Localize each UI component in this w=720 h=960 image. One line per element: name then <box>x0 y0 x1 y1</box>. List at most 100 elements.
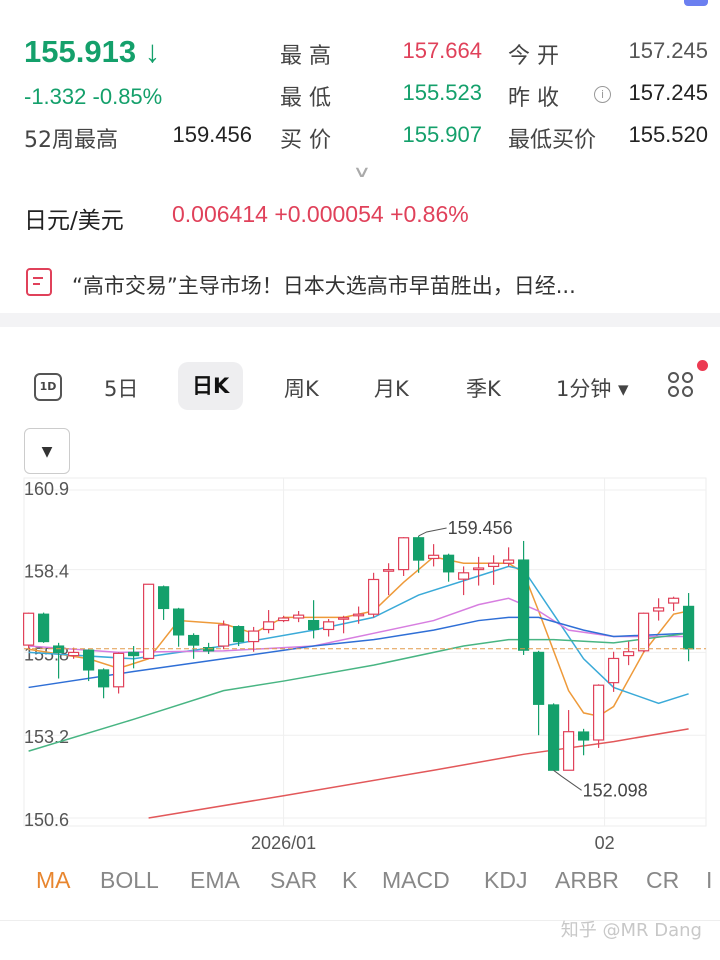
ma20-line <box>28 597 689 654</box>
candle <box>517 540 530 655</box>
candle-body <box>383 569 395 572</box>
change-value: -1.332 <box>24 84 87 109</box>
annotation-label: 152.098 <box>583 780 648 800</box>
candle-body <box>37 613 50 643</box>
tab-0[interactable]: 5日 <box>104 377 139 401</box>
candle <box>368 572 380 618</box>
candle-body <box>218 624 230 647</box>
candle <box>577 728 590 756</box>
candle <box>532 650 545 736</box>
stat-label: 最 高 <box>280 44 331 69</box>
cross-pair-label[interactable]: 日元/美元 <box>24 208 124 234</box>
indicator-ma[interactable]: MA <box>36 867 71 893</box>
divider <box>0 920 720 921</box>
candle <box>158 585 170 620</box>
y-tick-label: 150.6 <box>24 810 69 830</box>
candle-body <box>67 651 80 657</box>
chart-dropdown-button[interactable]: ▼ <box>24 428 70 474</box>
ma10-line <box>28 565 689 705</box>
down-arrow-icon: ↓ <box>144 34 161 69</box>
candle-body <box>562 731 575 771</box>
indicator-kdj[interactable]: KDJ <box>484 867 528 893</box>
candle <box>173 607 185 647</box>
candle <box>67 647 80 659</box>
tab-4[interactable]: 季K <box>466 377 501 401</box>
cross-pair-quote: 0.006414 +0.000054 +0.86% <box>172 201 469 227</box>
stat-label: 买 价 <box>280 128 331 153</box>
tab-3[interactable]: 月K <box>374 377 409 401</box>
candle <box>622 641 635 666</box>
x-tick-label: 2026/01 <box>251 833 316 853</box>
candle <box>458 566 470 596</box>
candle-body <box>82 649 95 671</box>
x-tick-label: 02 <box>595 833 615 853</box>
indicator-arbr[interactable]: ARBR <box>555 867 619 893</box>
candle <box>488 555 500 585</box>
candle-body <box>278 617 290 622</box>
candle <box>637 612 650 653</box>
candle-body <box>547 704 560 771</box>
indicator-i[interactable]: I <box>706 867 713 893</box>
candle <box>503 547 515 567</box>
candle-body <box>488 562 500 568</box>
candle-body <box>592 684 605 741</box>
candle <box>143 583 155 660</box>
candle-body <box>458 572 470 580</box>
candle-body <box>143 583 155 660</box>
candle <box>308 600 320 639</box>
candle-body <box>97 669 110 688</box>
1d-icon[interactable]: 1D <box>34 373 62 401</box>
tab-5[interactable]: 1分钟 ▾ <box>556 377 629 401</box>
stat-label: 最 低 <box>280 86 331 111</box>
chevron-down-icon[interactable]: ∨ <box>352 162 372 181</box>
candle-body <box>398 537 410 571</box>
stat-value: 157.664 <box>402 38 482 63</box>
indicator-ema[interactable]: EMA <box>190 867 240 893</box>
candle <box>413 535 425 573</box>
candle <box>592 684 605 748</box>
indicator-macd[interactable]: MACD <box>382 867 450 893</box>
ma30-line <box>28 616 689 689</box>
candle-body <box>622 651 635 657</box>
tab-1[interactable]: 日K <box>178 362 244 410</box>
y-tick-label: 153.2 <box>24 727 69 747</box>
price-value: 155.913 <box>24 34 137 69</box>
candle <box>128 646 140 669</box>
annotation-leader <box>553 769 582 791</box>
stat-label: 52周最高 <box>24 128 118 153</box>
indicator-sar[interactable]: SAR <box>270 867 318 893</box>
candle <box>278 615 290 623</box>
stat-value: 155.523 <box>402 80 482 105</box>
candle <box>682 593 695 662</box>
candle-body <box>652 607 665 612</box>
header-button[interactable] <box>684 0 708 6</box>
y-tick-label: 158.4 <box>24 562 69 582</box>
candle-body <box>353 613 365 617</box>
info-icon[interactable]: i <box>594 86 611 103</box>
candle-body <box>248 630 260 643</box>
tab-2[interactable]: 周K <box>284 377 319 401</box>
candle <box>398 537 410 576</box>
stat-label: 今 开 <box>508 44 559 69</box>
grid-menu-icon[interactable] <box>668 372 696 400</box>
candle <box>323 618 335 637</box>
candle-body <box>338 617 350 620</box>
candle <box>383 563 395 596</box>
candle-body <box>517 559 530 651</box>
candle <box>667 596 680 612</box>
indicator-boll[interactable]: BOLL <box>100 867 159 893</box>
candle <box>188 633 200 659</box>
news-headline[interactable]: “高市交易”主导市场！日本大选高市早苗胜出，日经... <box>72 274 576 298</box>
candle <box>23 612 35 650</box>
indicator-k[interactable]: K <box>342 867 358 893</box>
candle-body <box>473 567 485 571</box>
news-document-icon <box>26 268 52 296</box>
candle-body <box>308 619 320 631</box>
candle-body <box>413 537 425 561</box>
stat-value: 157.245 <box>628 80 708 105</box>
stat-value: 155.520 <box>628 122 708 147</box>
indicator-cr[interactable]: CR <box>646 867 680 893</box>
candle-body <box>368 578 380 615</box>
price-change: -1.332 -0.85% <box>24 84 162 110</box>
